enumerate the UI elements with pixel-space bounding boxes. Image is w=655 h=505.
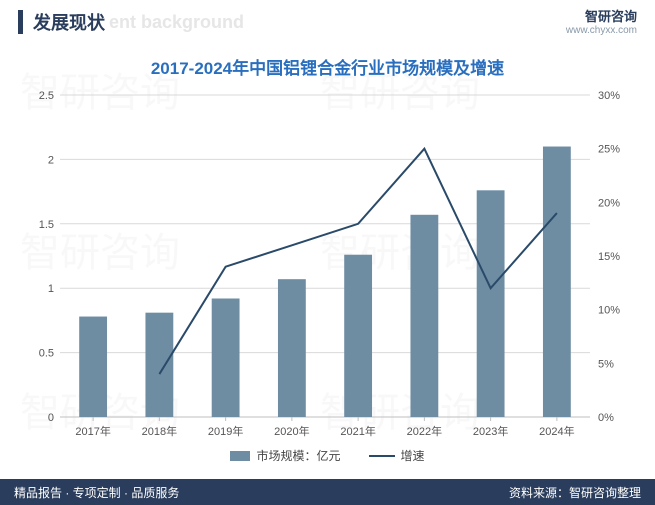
bar: [211, 299, 239, 417]
svg-text:2024年: 2024年: [539, 424, 574, 438]
header: 发展现状 ent background 智研咨询 www.chyxx.com: [0, 0, 655, 44]
chart-container: 0 0.5 1 1.5 2 2.5 0% 5% 10% 15% 20% 25% 30% 2017年 2018…: [18, 85, 638, 445]
brand-block: 智研咨询 www.chyxx.com: [566, 6, 637, 36]
legend-swatch-bar: [230, 451, 250, 461]
legend: 市场规模：亿元 增速: [0, 447, 655, 464]
header-ghost-text: ent background: [109, 12, 244, 33]
svg-text:0: 0: [47, 412, 53, 424]
legend-item-line: 增速: [369, 447, 425, 464]
header-accent: [18, 10, 23, 34]
bar: [344, 255, 372, 417]
brand-url: www.chyxx.com: [566, 25, 637, 36]
legend-line-label: 增速: [401, 447, 425, 464]
chart-svg: 0 0.5 1 1.5 2 2.5 0% 5% 10% 15% 20% 25% 30% 2017年 2018…: [18, 85, 638, 445]
footer-left: 精品报告 · 专项定制 · 品质服务: [14, 484, 179, 501]
footer-right: 资料来源：智研咨询整理: [509, 484, 641, 501]
svg-text:2.5: 2.5: [38, 90, 53, 102]
svg-text:10%: 10%: [598, 305, 620, 317]
chart-title: 2017-2024年中国铝锂合金行业市场规模及增速: [0, 54, 655, 79]
bar: [542, 147, 570, 417]
bar: [79, 317, 107, 417]
footer: 精品报告 · 专项定制 · 品质服务 资料来源：智研咨询整理: [0, 479, 655, 505]
bar: [476, 190, 504, 417]
bar: [410, 215, 438, 417]
svg-text:30%: 30%: [598, 90, 620, 102]
svg-text:0%: 0%: [598, 412, 614, 424]
brand-name: 智研咨询: [566, 6, 637, 25]
svg-text:2018年: 2018年: [141, 424, 176, 438]
svg-text:2022年: 2022年: [406, 424, 441, 438]
legend-item-bar: 市场规模：亿元: [230, 447, 340, 464]
svg-text:2021年: 2021年: [340, 424, 375, 438]
bar: [145, 313, 173, 417]
svg-text:2020年: 2020年: [274, 424, 309, 438]
legend-bar-label: 市场规模：亿元: [256, 447, 340, 464]
bar: [277, 279, 305, 417]
svg-text:15%: 15%: [598, 251, 620, 263]
svg-text:2: 2: [47, 154, 53, 166]
svg-text:1.5: 1.5: [38, 219, 53, 231]
svg-text:2019年: 2019年: [207, 424, 242, 438]
svg-text:2023年: 2023年: [472, 424, 507, 438]
svg-text:0.5: 0.5: [38, 348, 53, 360]
svg-text:1: 1: [47, 283, 53, 295]
svg-text:5%: 5%: [598, 358, 614, 370]
header-title: 发展现状: [33, 9, 105, 35]
svg-text:20%: 20%: [598, 197, 620, 209]
legend-swatch-line: [369, 455, 395, 457]
svg-text:25%: 25%: [598, 144, 620, 156]
svg-text:2017年: 2017年: [75, 424, 110, 438]
